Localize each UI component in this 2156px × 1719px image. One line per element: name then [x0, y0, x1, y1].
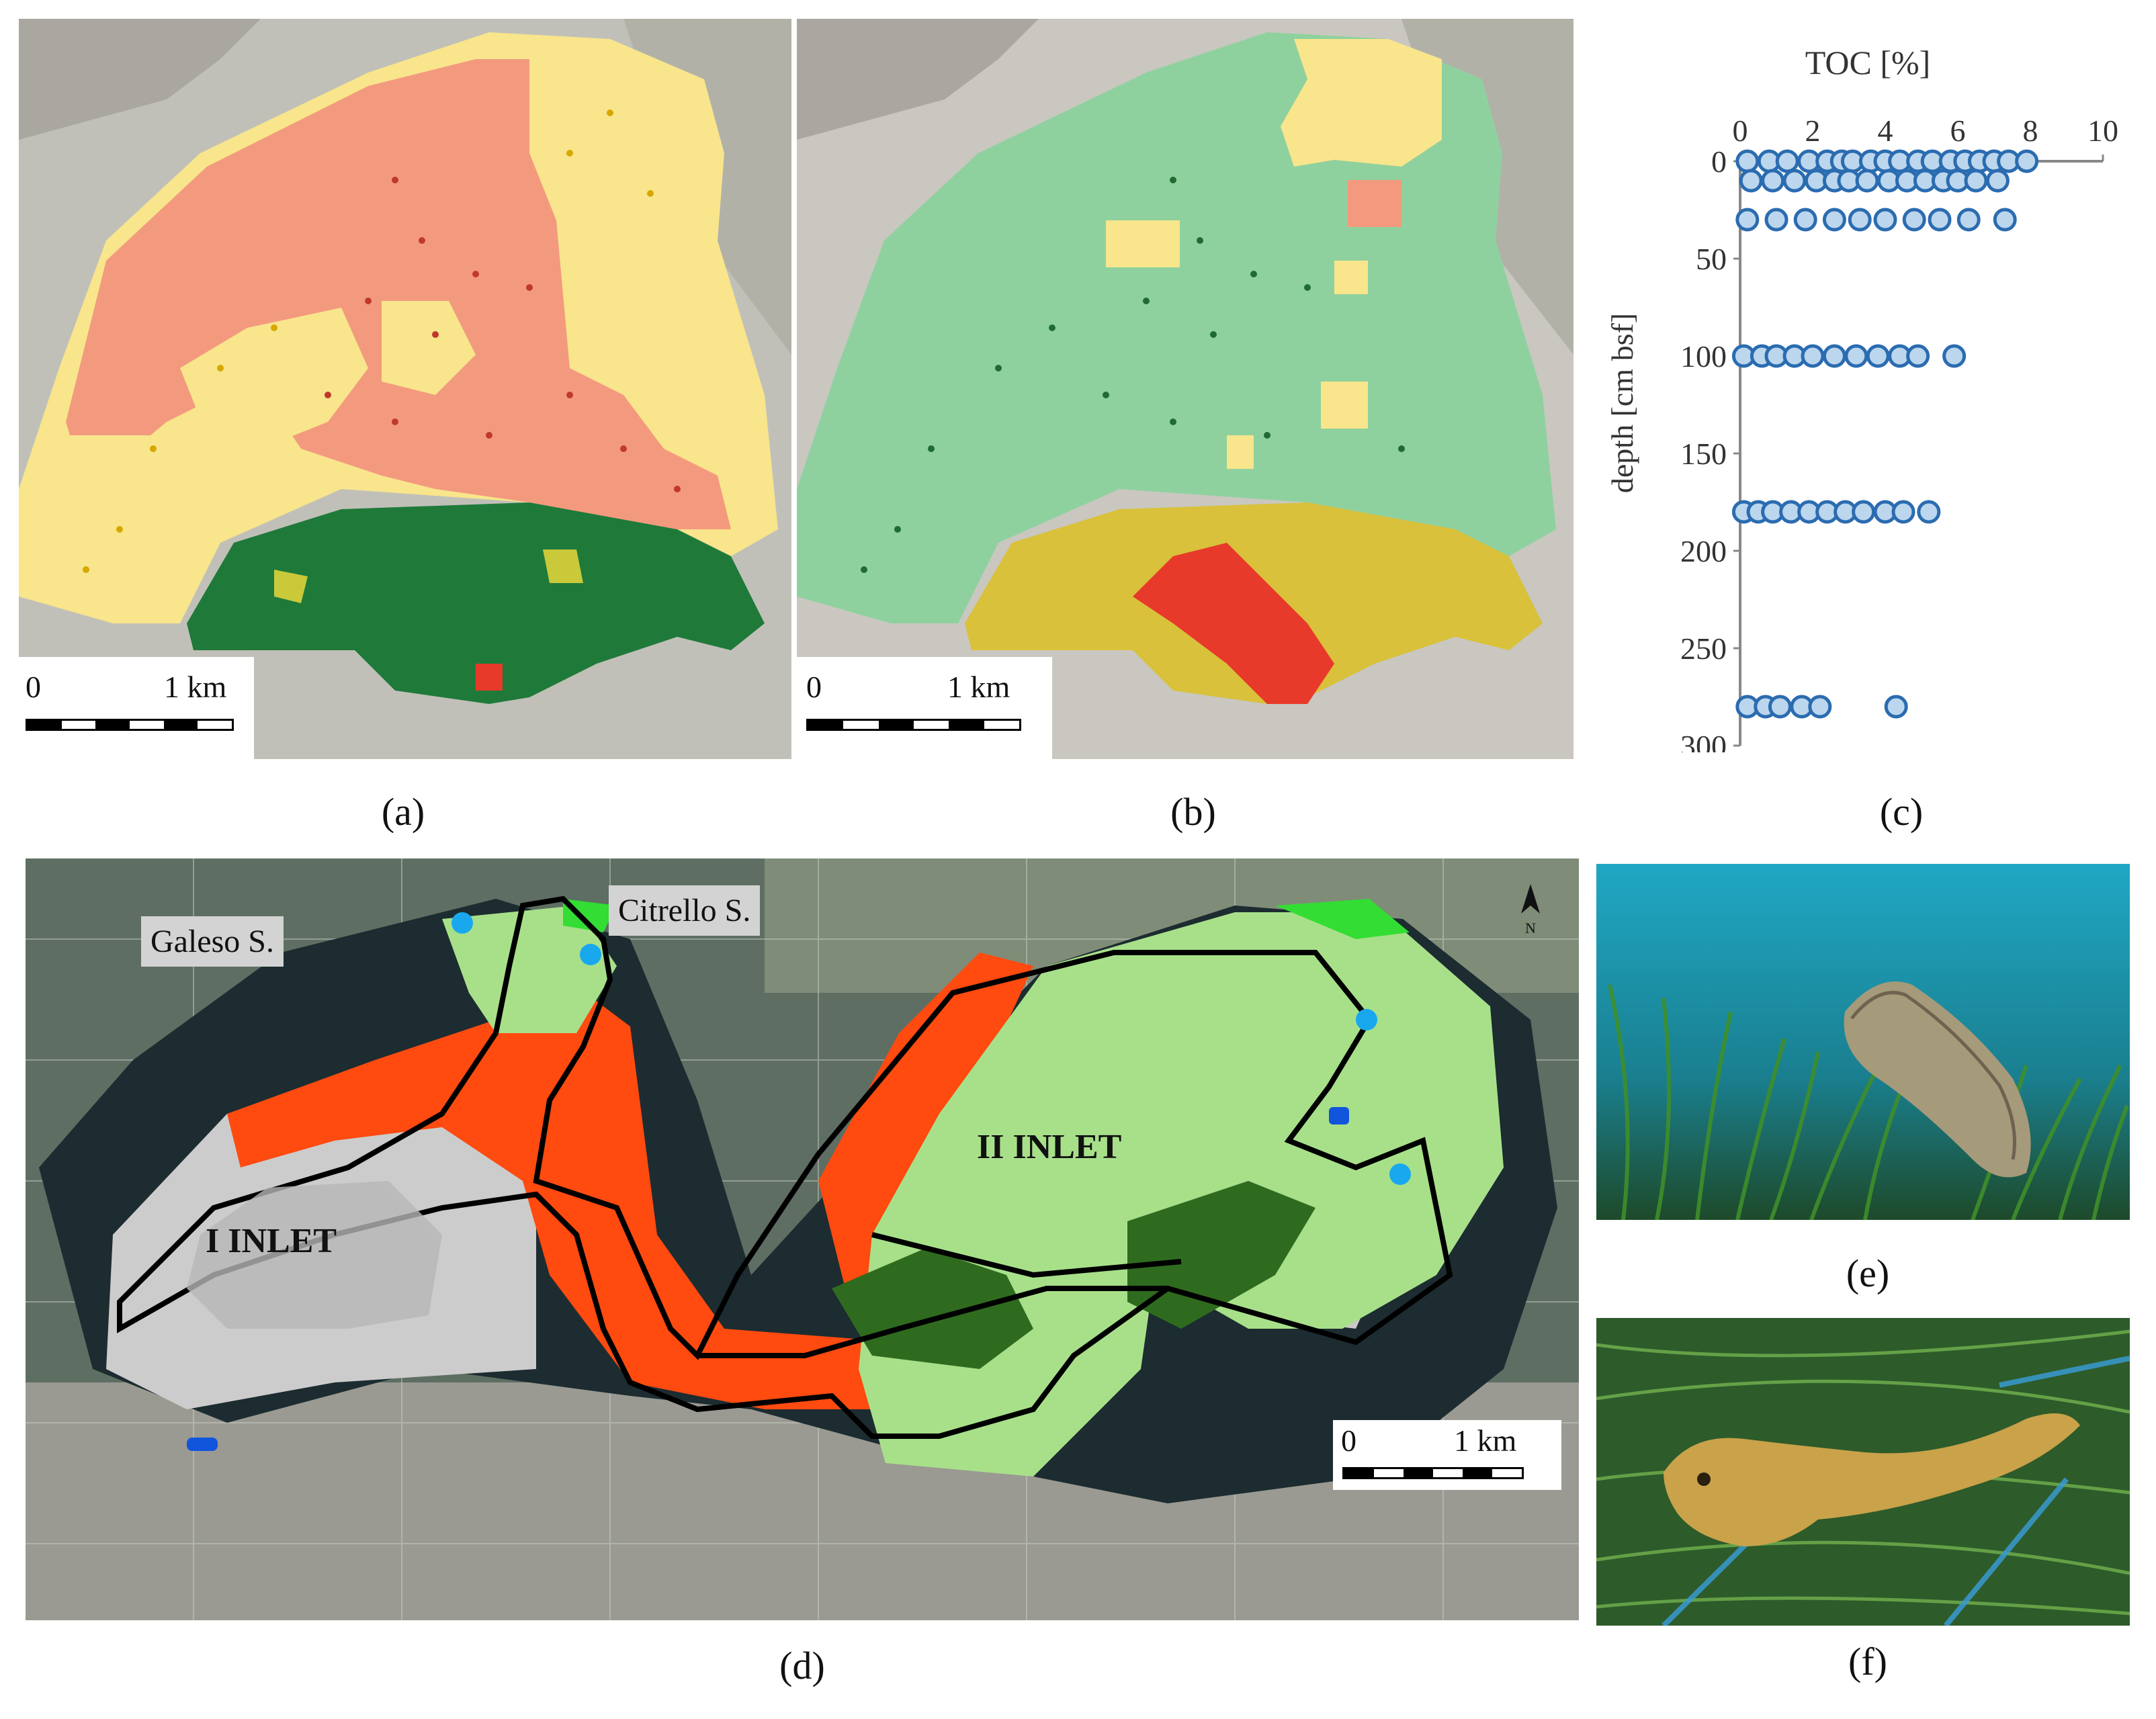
scale-bar-graphic: [26, 719, 234, 731]
toc-data-point: [1735, 208, 1760, 232]
toc-data-point: [1801, 344, 1825, 368]
seahorse-photo: [1596, 1318, 2130, 1626]
toc-data-point: [1964, 169, 1988, 193]
toc-data-point: [1891, 500, 1915, 524]
scale-end-label: 1 km: [164, 670, 227, 704]
y-tick-label: 100: [1680, 339, 1727, 373]
caption-f: (f): [1848, 1640, 1887, 1683]
toc-data-point: [1866, 344, 1890, 368]
scale-bar-a: 0 1 km: [19, 657, 254, 759]
inlet-label-second: II INLET: [977, 1128, 1122, 1166]
toc-data-point: [1848, 208, 1872, 232]
x-tick-label: 8: [2023, 114, 2038, 148]
scale-bar-d: 0 1 km: [1333, 1420, 1561, 1490]
toc-data-point: [1822, 208, 1846, 232]
scale-start-label: 0: [26, 670, 41, 704]
chart-title: TOC [%]: [1805, 44, 1931, 81]
x-tick-label: 10: [2087, 114, 2118, 148]
toc-data-point: [1735, 149, 1760, 173]
habitat-map-graphic: [26, 858, 1579, 1620]
station-label-galeso: Galeso S.: [141, 916, 284, 967]
toc-data-point: [1761, 169, 1785, 193]
scale-bar-graphic: [806, 719, 1021, 731]
toc-data-point: [1985, 169, 2010, 193]
caption-a: (a): [381, 790, 425, 834]
toc-data-point: [1793, 208, 1817, 232]
caption-d: (d): [779, 1644, 825, 1687]
caption-b: (b): [1170, 790, 1216, 834]
toc-data-point: [1782, 169, 1807, 193]
x-tick-label: 2: [1805, 114, 1821, 148]
toc-data-point: [1942, 344, 1967, 368]
toc-data-point: [1808, 695, 1832, 719]
toc-data-point: [1739, 169, 1763, 193]
inlet-label-first: I INLET: [206, 1222, 337, 1260]
habitat-map-panel-d: Galeso S. Citrello S. I INLET II INLET N…: [26, 858, 1579, 1620]
y-tick-label: 0: [1711, 144, 1727, 179]
x-tick-label: 0: [1733, 114, 1748, 148]
toc-data-point: [1884, 695, 1908, 719]
toc-chart-panel: TOC [%] depth [cm bsf] 0 2 4 6 8 10 0 50 100 150 2…: [1586, 27, 2137, 752]
scale-bar-b: 0 1 km: [797, 657, 1052, 759]
toc-data-point: [1855, 169, 1879, 193]
y-tick-label: 300: [1680, 729, 1727, 752]
toc-data-point: [1852, 500, 1876, 524]
toc-data-point: [1768, 695, 1792, 719]
scale-bar-graphic: [1342, 1467, 1524, 1479]
toc-data-point: [1844, 344, 1868, 368]
caption-e: (e): [1846, 1251, 1890, 1295]
pinna-nobilis-photo: [1596, 864, 2130, 1220]
caption-c: (c): [1879, 790, 1924, 834]
toc-data-point: [1993, 208, 2017, 232]
map-panel-b: 0 1 km: [797, 19, 1573, 759]
scale-end-label: 1 km: [947, 670, 1010, 704]
photo-panel-e: [1596, 864, 2130, 1220]
toc-data-point: [1902, 208, 1926, 232]
chart-points: [1731, 149, 2039, 719]
toc-data-point: [2015, 149, 2039, 173]
photo-panel-f: [1596, 1318, 2130, 1626]
y-tick-label: 50: [1696, 242, 1727, 276]
station-label-citrello: Citrello S.: [609, 885, 761, 936]
toc-data-point: [1873, 208, 1897, 232]
x-tick-label: 4: [1878, 114, 1893, 148]
scale-start-label: 0: [806, 670, 822, 704]
toc-scatter-chart: TOC [%] depth [cm bsf] 0 2 4 6 8 100501001502…: [1605, 44, 2118, 752]
map-a-graphic: [19, 19, 791, 759]
x-tick-label: 6: [1950, 114, 1966, 148]
toc-data-point: [1822, 344, 1846, 368]
y-tick-label: 250: [1680, 631, 1727, 666]
toc-data-point: [1764, 208, 1788, 232]
y-tick-label: 200: [1680, 534, 1727, 568]
north-label: N: [1525, 920, 1536, 936]
y-tick-label: 150: [1680, 437, 1727, 471]
toc-data-point: [1956, 208, 1981, 232]
toc-data-point: [1775, 149, 1799, 173]
scale-start-label: 0: [1341, 1423, 1356, 1458]
toc-data-point: [1928, 208, 1952, 232]
toc-data-point: [1906, 344, 1930, 368]
toc-data-point: [1917, 500, 1941, 524]
map-panel-a: 0 1 km: [19, 19, 791, 759]
scale-end-label: 1 km: [1454, 1423, 1517, 1458]
north-arrow-icon: N: [1510, 883, 1551, 936]
map-b-graphic: [797, 19, 1573, 759]
y-axis-label: depth [cm bsf]: [1605, 313, 1639, 493]
